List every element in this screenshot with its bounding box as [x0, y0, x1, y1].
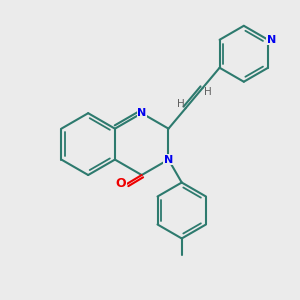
Text: N: N: [164, 154, 173, 165]
Text: H: H: [177, 99, 184, 109]
Text: H: H: [204, 87, 212, 97]
Text: N: N: [137, 108, 146, 118]
Text: N: N: [267, 35, 276, 45]
Text: O: O: [116, 177, 126, 190]
